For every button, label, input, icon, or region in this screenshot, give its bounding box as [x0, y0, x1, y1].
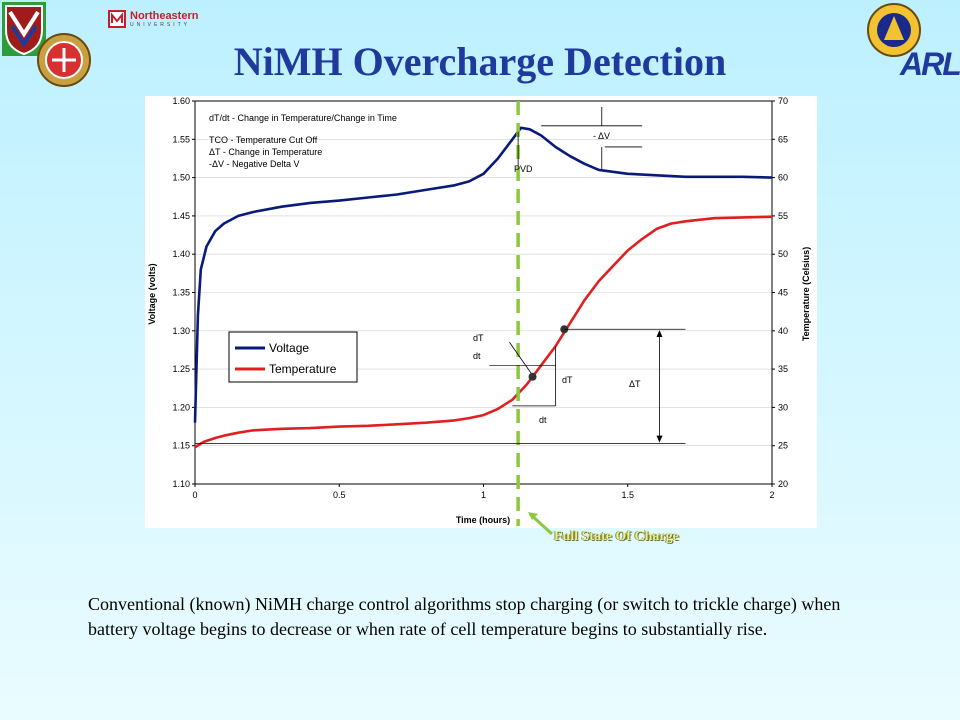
x-tick-label-3: 1.5 — [621, 490, 634, 500]
y-tick-label-2: 1.20 — [172, 402, 190, 412]
y-tick-label-7: 1.45 — [172, 211, 190, 221]
y2-tick-label-1: 25 — [778, 441, 788, 451]
y-axis-label: Voltage (volts) — [147, 263, 157, 324]
legend-label-voltage: Voltage — [269, 341, 309, 355]
y-tick-label-3: 1.25 — [172, 364, 190, 374]
y2-tick-label-4: 40 — [778, 326, 788, 336]
y-tick-label-4: 1.30 — [172, 326, 190, 336]
y2-tick-label-5: 45 — [778, 288, 788, 298]
dTdt-denominator: dt — [473, 351, 481, 361]
y-tick-label-9: 1.55 — [172, 134, 190, 144]
neg-delta-v-label: - ΔV — [593, 131, 610, 141]
slide-title: NiMH Overcharge Detection — [233, 39, 727, 84]
callout-arrow-icon — [528, 512, 554, 536]
y-tick-label-5: 1.35 — [172, 288, 190, 298]
definition-4: -ΔV - Negative Delta V — [209, 159, 300, 169]
y2-tick-label-8: 60 — [778, 173, 788, 183]
series-line-voltage — [193, 126, 773, 423]
dtdt-point-marker — [528, 372, 537, 381]
arl-logo-text: ARL — [900, 46, 960, 82]
definition-2: TCO - Temperature Cut Off — [209, 135, 318, 145]
legend-label-temperature: Temperature — [269, 362, 337, 376]
definition-3: ΔT - Change in Temperature — [209, 147, 322, 157]
delta-t-arrow-down — [656, 435, 663, 443]
dTdt-numerator: dT — [473, 333, 484, 343]
delta-t-arrow-up — [656, 330, 663, 338]
y2-tick-label-3: 35 — [778, 364, 788, 374]
x-tick-label-0: 0 — [192, 490, 197, 500]
y-tick-label-8: 1.50 — [172, 173, 190, 183]
y2-tick-label-10: 70 — [778, 96, 788, 106]
northeastern-seal-icon — [108, 10, 126, 28]
chart-panel: 1.10 1.15 1.20 1.25 1.30 1.35 1.40 1.45 1.50 1.55… — [145, 96, 817, 528]
arl-logo: ARL — [900, 46, 960, 86]
shield-logo-icon — [2, 2, 46, 56]
technology-seal-icon — [867, 3, 921, 57]
y2-tick-label-9: 65 — [778, 134, 788, 144]
northeastern-name: Northeastern — [130, 10, 199, 22]
y-tick-label-1: 1.15 — [172, 441, 190, 451]
x-tick-label-4: 2 — [769, 490, 774, 500]
chart-legend: Voltage Temperature — [228, 331, 358, 383]
y-tick-label-0: 1.10 — [172, 479, 190, 489]
x-tick-label-2: 1 — [481, 490, 486, 500]
y2-tick-label-0: 20 — [778, 479, 788, 489]
y2-tick-label-6: 50 — [778, 249, 788, 259]
arsenal-seal-icon — [37, 33, 91, 87]
y-tick-label-6: 1.40 — [172, 249, 190, 259]
slope-dT-label: dT — [562, 375, 573, 385]
slide-caption: Conventional (known) NiMH charge control… — [88, 594, 841, 639]
slope-dt-label: dt — [539, 415, 547, 425]
x-tick-label-1: 0.5 — [333, 490, 346, 500]
y2-axis-label: Temperature (Celsius) — [801, 247, 811, 341]
chart-svg: 1.101.151.201.251.301.351.401.451.501.55… — [147, 96, 811, 526]
dtdt-pointer — [509, 342, 533, 376]
pvd-label: PVD — [514, 164, 533, 174]
y2-tick-label-2: 30 — [778, 402, 788, 412]
northeastern-sub: UNIVERSITY — [130, 22, 191, 28]
y2-tick-label-7: 55 — [778, 211, 788, 221]
delta-t-label: ΔT — [629, 379, 641, 389]
y-tick-label-10: 1.60 — [172, 96, 190, 106]
series-line-temperature — [194, 215, 773, 449]
x-axis-label: Time (hours) — [456, 515, 510, 525]
definition-1: dT/dt - Change in Temperature/Change in … — [209, 113, 397, 123]
full-charge-callout: Full State Of Charge — [554, 529, 679, 544]
